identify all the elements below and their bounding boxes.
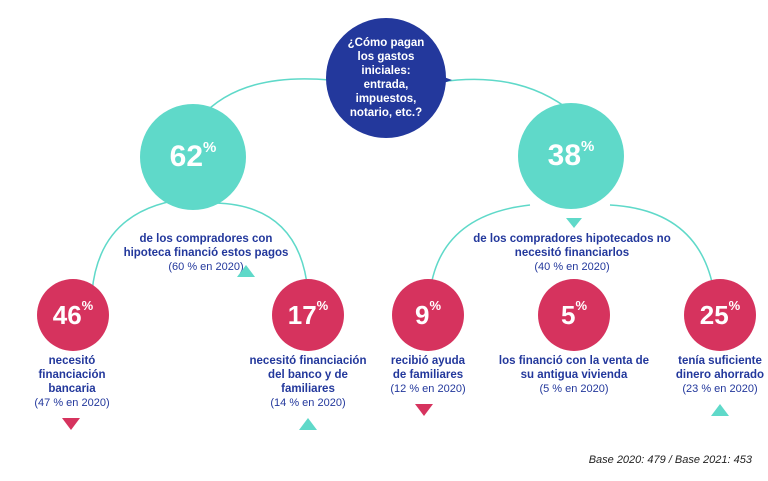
leaf-text: necesitó financiación bancaria — [38, 355, 106, 395]
leaf-text: necesitó financiación del banco y de fam… — [249, 355, 367, 395]
footnote: Base 2020: 479 / Base 2021: 453 — [588, 454, 752, 466]
trend-up-icon — [299, 418, 317, 430]
leaf-prev: (23 % en 2020) — [682, 383, 758, 395]
leaf-value: 5% — [560, 298, 588, 330]
leaf-circle-previous-home-sale: 5% — [538, 279, 610, 351]
right-branch-prev: (40 % en 2020) — [534, 261, 610, 273]
leaf-text: recibió ayuda de familiares — [390, 355, 466, 381]
right-branch-label: de los compradores hipotecados no necesi… — [468, 232, 676, 274]
left-branch-label: de los compradores con hipoteca financió… — [118, 232, 294, 274]
leaf-circle-family-help: 9% — [392, 279, 464, 351]
leaf-label-bank-financing: necesitó financiación bancaria (47 % en … — [12, 354, 132, 410]
left-branch-circle: 62% — [140, 104, 246, 210]
leaf-label-bank-and-family: necesitó financiación del banco y de fam… — [238, 354, 378, 410]
trend-up-icon — [711, 404, 729, 416]
left-branch-prev: (60 % en 2020) — [168, 261, 244, 273]
left-branch-trend-up-icon — [237, 265, 255, 277]
leaf-prev: (47 % en 2020) — [34, 397, 110, 409]
trend-down-icon — [415, 404, 433, 416]
leaf-value: 25% — [699, 298, 741, 330]
question-circle: ¿Cómo pagan los gastos iniciales: entrad… — [326, 18, 446, 138]
leaf-value: 17% — [287, 298, 329, 330]
right-branch-text: de los compradores hipotecados no necesi… — [473, 233, 671, 259]
leaf-prev: (5 % en 2020) — [539, 383, 609, 395]
left-branch-value: 62% — [169, 138, 217, 174]
leaf-circle-savings: 25% — [684, 279, 756, 351]
leaf-prev: (12 % en 2020) — [390, 383, 466, 395]
leaf-value: 46% — [52, 298, 94, 330]
right-branch-value: 38% — [547, 137, 595, 173]
leaf-circle-bank-financing: 46% — [37, 279, 109, 351]
leaf-text: tenía suficiente dinero ahorrado — [675, 355, 765, 381]
leaf-value: 9% — [414, 298, 442, 330]
question-text: ¿Cómo pagan los gastos iniciales: entrad… — [347, 37, 425, 119]
leaf-text: los financió con la venta de su antigua … — [498, 355, 650, 381]
left-branch-text: de los compradores con hipoteca financió… — [123, 233, 289, 259]
leaf-label-family-help: recibió ayuda de familiares (12 % en 202… — [378, 354, 478, 396]
leaf-circle-bank-and-family: 17% — [272, 279, 344, 351]
leaf-label-savings: tenía suficiente dinero ahorrado (23 % e… — [662, 354, 768, 396]
leaf-label-previous-home-sale: los financió con la venta de su antigua … — [486, 354, 662, 396]
right-branch-circle: 38% — [518, 103, 624, 209]
leaf-prev: (14 % en 2020) — [270, 397, 346, 409]
trend-down-icon — [62, 418, 80, 430]
